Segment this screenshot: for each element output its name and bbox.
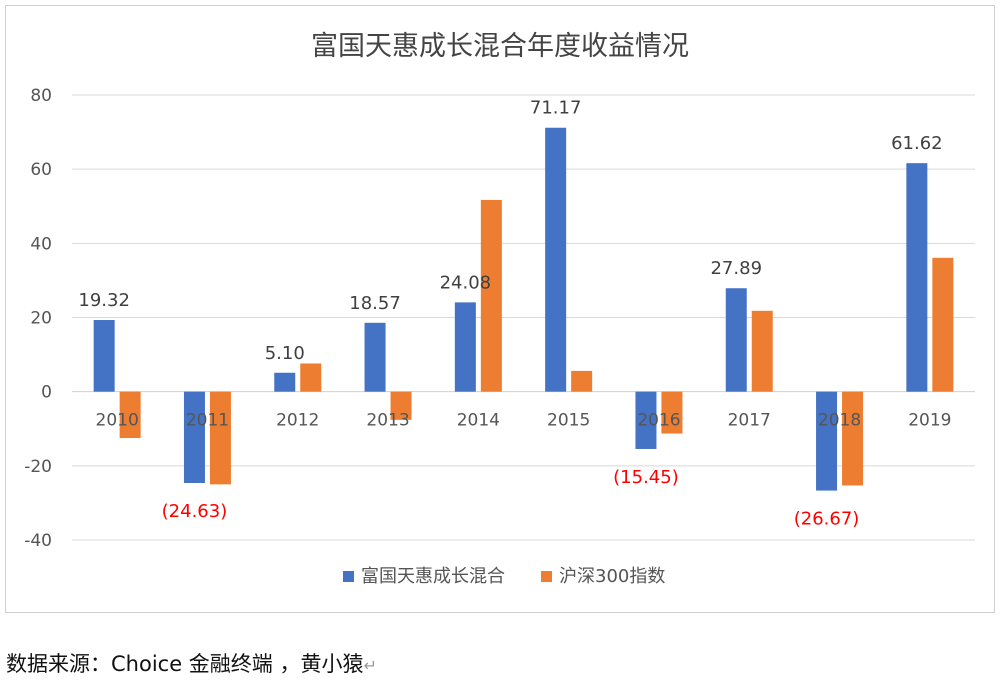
data-label: 18.57 <box>349 293 401 314</box>
source-text: 数据来源：Choice 金融终端 ，黄小猿 <box>6 652 364 676</box>
y-tick-label: -40 <box>24 531 52 551</box>
bar-chart: 富国天惠成长混合年度收益情况 -40 -20 0 20 40 60 80 2010 2011 201… <box>24 31 975 587</box>
bar-fund <box>906 163 928 392</box>
bar-index <box>119 391 141 439</box>
bar-index <box>571 370 593 392</box>
bar-index <box>300 363 322 392</box>
data-label: 61.62 <box>891 133 943 154</box>
source-note: 数据来源：Choice 金融终端 ，黄小猿↵ <box>6 648 377 678</box>
bar-index <box>932 257 954 392</box>
data-label: 71.17 <box>530 98 582 119</box>
legend-label-fund: 富国天惠成长混合 <box>361 566 505 587</box>
legend-swatch-fund <box>343 571 354 582</box>
bar-fund <box>545 127 567 392</box>
bar-fund <box>364 322 386 392</box>
data-label: 24.08 <box>440 272 492 293</box>
return-mark-icon: ↵ <box>363 656 377 675</box>
x-tick-label: 2012 <box>276 411 319 431</box>
bar-fund <box>816 391 838 491</box>
data-label: 27.89 <box>710 258 762 279</box>
x-tick-label: 2015 <box>547 411 590 431</box>
y-tick-label: 40 <box>30 234 52 254</box>
bar-fund <box>635 391 657 449</box>
data-label: (26.67) <box>794 509 860 530</box>
data-label: 19.32 <box>78 290 130 311</box>
x-tick-label: 2014 <box>457 411 500 431</box>
data-label: (24.63) <box>162 501 228 522</box>
x-tick-label: 2011 <box>186 411 229 431</box>
x-tick-label: 2019 <box>908 411 951 431</box>
data-label: 5.10 <box>265 343 305 364</box>
y-tick-label: 60 <box>30 160 52 180</box>
bar-index <box>209 391 231 485</box>
x-tick-label: 2010 <box>96 411 139 431</box>
chart-title: 富国天惠成长混合年度收益情况 <box>311 31 689 62</box>
bar-fund <box>183 391 205 484</box>
legend-swatch-index <box>541 571 552 582</box>
bar-index <box>751 310 773 392</box>
bar-fund <box>274 372 296 392</box>
legend-label-index: 沪深300指数 <box>559 566 665 587</box>
data-label: (15.45) <box>613 467 679 488</box>
bar-index <box>390 391 412 420</box>
x-tick-label: 2017 <box>728 411 771 431</box>
x-tick-label: 2018 <box>818 411 861 431</box>
bar-fund <box>93 320 115 392</box>
y-tick-label: 80 <box>30 86 52 106</box>
bar-index <box>842 391 864 486</box>
y-tick-label: 0 <box>41 383 52 403</box>
x-tick-label: 2013 <box>366 411 409 431</box>
y-tick-label: -20 <box>24 457 52 477</box>
y-tick-label: 20 <box>30 309 52 329</box>
x-tick-label: 2016 <box>637 411 680 431</box>
bar-index <box>661 391 683 434</box>
bar-index <box>480 199 502 392</box>
bar-fund <box>725 288 747 392</box>
bar-fund <box>454 302 476 392</box>
